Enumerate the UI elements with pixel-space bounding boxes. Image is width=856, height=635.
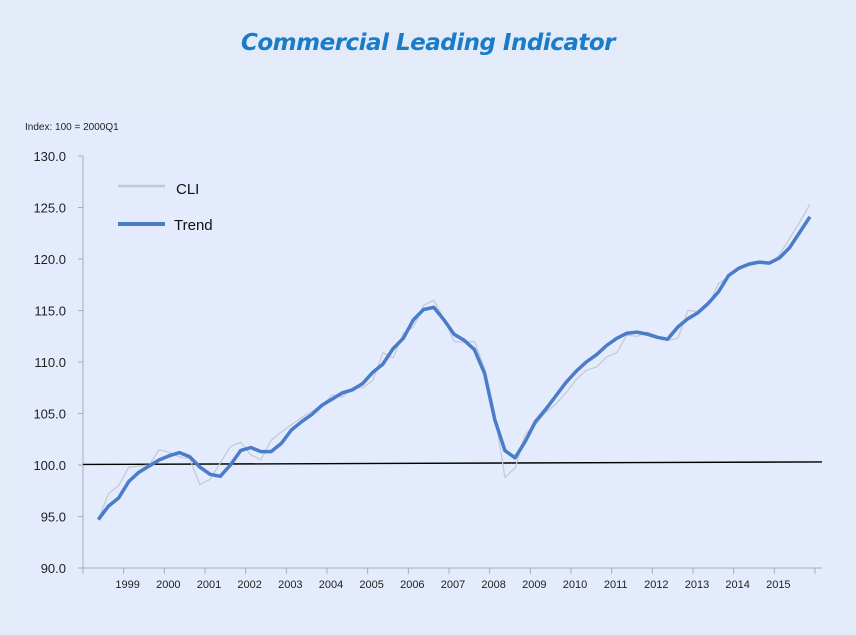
x-tick-label: 2007 [441, 579, 465, 591]
y-tick-label: 115.0 [34, 304, 66, 319]
y-tick-label: 125.0 [33, 201, 66, 216]
chart-title: Commercial Leading Indicator [240, 30, 616, 56]
index-note: Index: 100 = 2000Q1 [25, 122, 119, 133]
x-tick-label: 2003 [278, 579, 302, 591]
legend-label-cli: CLI [176, 181, 199, 198]
y-tick-label: 105.0 [33, 407, 66, 422]
x-tick-label: 2014 [725, 579, 749, 591]
x-tick-label: 2011 [604, 579, 628, 591]
series-line-cli [97, 204, 811, 520]
x-tick-label: 2006 [400, 579, 424, 591]
x-tick-label: 2008 [481, 579, 505, 591]
x-tick-label: 2012 [644, 579, 668, 591]
x-tick-label: 2002 [237, 579, 261, 591]
x-tick-label: 2010 [563, 579, 587, 591]
chart-panel: Index: 100 = 2000Q1 90.0 95.0 100.0 105.0 11… [20, 112, 838, 618]
line-chart: Index: 100 = 2000Q1 90.0 95.0 100.0 105.0 11… [25, 122, 823, 591]
x-tick-label: 2001 [197, 579, 221, 591]
series-line-trend [96, 215, 812, 521]
y-tick-label: 130.0 [33, 149, 66, 164]
x-tick-label: 1999 [115, 579, 139, 591]
x-tick-label: 2004 [319, 579, 343, 591]
reference-line-100 [82, 461, 823, 466]
y-tick-label: 95.0 [41, 510, 66, 525]
x-tick-label: 2013 [685, 579, 709, 591]
x-tick-label: 2000 [156, 579, 180, 591]
y-tick-label: 100.0 [33, 458, 66, 473]
x-tick-label: 2009 [522, 579, 546, 591]
y-tick-label: 90.0 [41, 561, 66, 576]
legend-label-trend: Trend [174, 217, 213, 234]
legend: CLI Trend [118, 181, 213, 234]
x-tick-label: 2005 [359, 579, 383, 591]
y-tick-label: 120.0 [33, 252, 66, 267]
y-tick-label: 110.0 [34, 355, 66, 370]
x-tick-label: 2015 [766, 579, 790, 591]
